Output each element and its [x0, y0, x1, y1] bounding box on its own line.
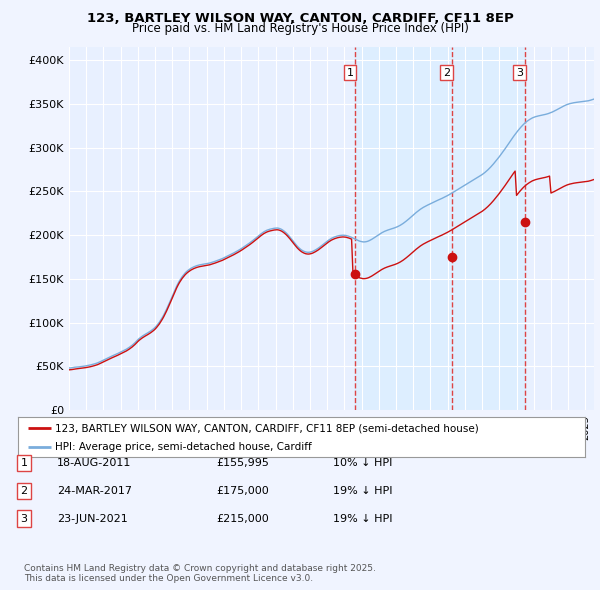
Text: 123, BARTLEY WILSON WAY, CANTON, CARDIFF, CF11 8EP (semi-detached house): 123, BARTLEY WILSON WAY, CANTON, CARDIFF…: [55, 424, 479, 434]
Text: 18-AUG-2011: 18-AUG-2011: [57, 458, 131, 468]
Text: 123, BARTLEY WILSON WAY, CANTON, CARDIFF, CF11 8EP: 123, BARTLEY WILSON WAY, CANTON, CARDIFF…: [86, 12, 514, 25]
Text: £175,000: £175,000: [216, 486, 269, 496]
Text: Contains HM Land Registry data © Crown copyright and database right 2025.
This d: Contains HM Land Registry data © Crown c…: [24, 563, 376, 583]
Text: 1: 1: [347, 68, 353, 78]
Text: 2: 2: [20, 486, 28, 496]
Text: Price paid vs. HM Land Registry's House Price Index (HPI): Price paid vs. HM Land Registry's House …: [131, 22, 469, 35]
Text: 19% ↓ HPI: 19% ↓ HPI: [333, 486, 392, 496]
Text: 3: 3: [516, 68, 523, 78]
Text: 3: 3: [20, 514, 28, 523]
Text: HPI: Average price, semi-detached house, Cardiff: HPI: Average price, semi-detached house,…: [55, 442, 311, 452]
Text: 24-MAR-2017: 24-MAR-2017: [57, 486, 132, 496]
Text: £215,000: £215,000: [216, 514, 269, 523]
Text: £155,995: £155,995: [216, 458, 269, 468]
Text: 1: 1: [20, 458, 28, 468]
Text: 23-JUN-2021: 23-JUN-2021: [57, 514, 128, 523]
Text: 2: 2: [443, 68, 450, 78]
Text: 19% ↓ HPI: 19% ↓ HPI: [333, 514, 392, 523]
Bar: [355, 47, 525, 410]
Text: 10% ↓ HPI: 10% ↓ HPI: [333, 458, 392, 468]
